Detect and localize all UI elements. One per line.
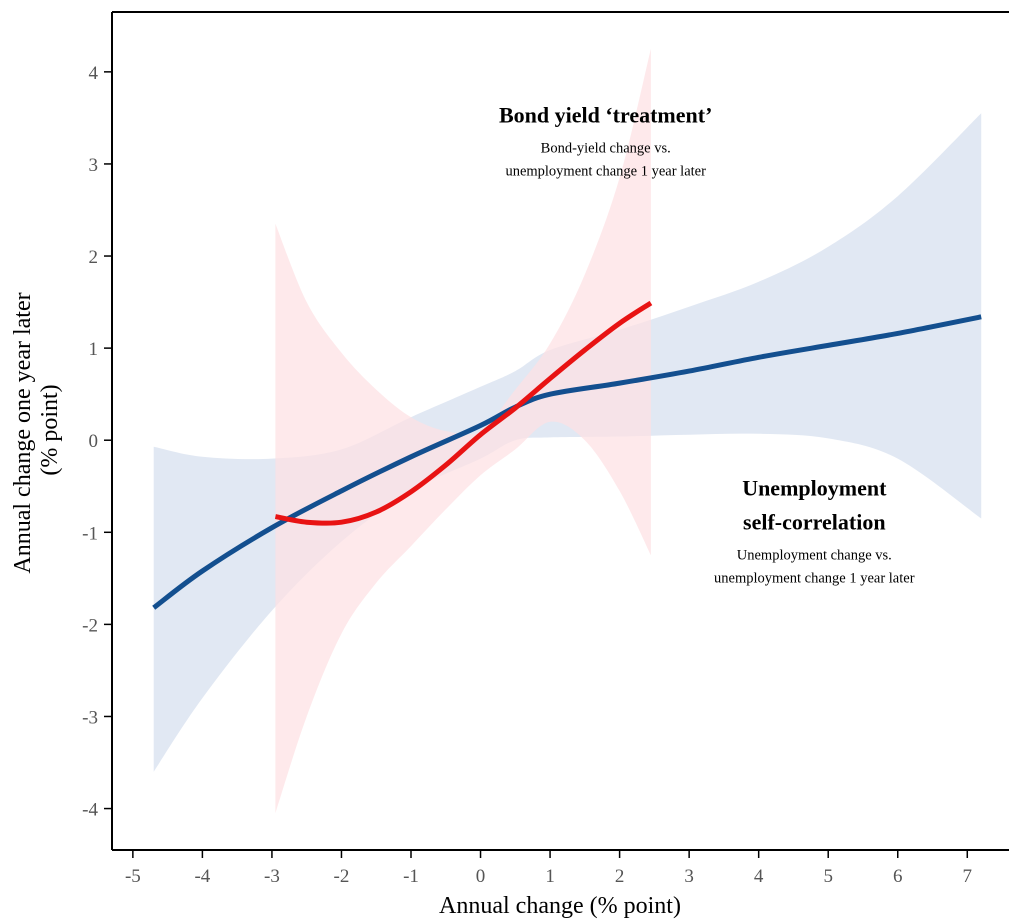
annotation-title: Unemployment: [742, 475, 887, 500]
annotation-subtitle: unemployment change 1 year later: [505, 164, 706, 180]
x-axis-title: Annual change (% point): [439, 893, 681, 919]
y-axis-title: Annual change one year later (% point): [10, 286, 63, 573]
annotation-subtitle: Unemployment change vs.: [737, 547, 892, 563]
x-tick-label: -1: [403, 866, 419, 887]
x-tick-label: 7: [963, 866, 973, 887]
series-line-0: [152, 314, 982, 610]
y-tick-label: 4: [89, 63, 99, 84]
x-tick-label: 0: [476, 866, 486, 887]
axes: [111, 11, 1009, 851]
confidence-band-0: [153, 113, 982, 772]
x-tick-label: -4: [194, 866, 210, 887]
x-tick-label: -5: [125, 866, 141, 887]
confidence-bands: [153, 48, 982, 814]
annotation-subtitle: unemployment change 1 year later: [714, 570, 915, 586]
confidence-band-1: [275, 48, 651, 814]
y-tick-label: 1: [89, 339, 99, 360]
y-tick-label: -3: [82, 707, 98, 728]
series-line-1: [274, 300, 653, 526]
y-tick-label: 0: [89, 431, 99, 452]
annotation-title: self-correlation: [743, 509, 886, 534]
annotation-title: Bond yield ‘treatment’: [499, 103, 712, 128]
y-tick-label: 3: [89, 155, 99, 176]
x-tick-label: 5: [823, 866, 833, 887]
y-tick-label: 2: [89, 247, 99, 268]
annotation-subtitle: Bond-yield change vs.: [541, 141, 671, 157]
x-tick-label: 3: [684, 866, 694, 887]
y-tick-label: -4: [82, 800, 98, 821]
annotations: Bond yield ‘treatment’ Bond-yield change …: [499, 103, 915, 587]
series-lines: [152, 300, 982, 610]
axis-ticks: -5 -4 -3 -2 -1 0 1 2 3 4 5 6 7 -4 -3 -2 -1 0 1 2 3 4: [82, 63, 972, 887]
x-tick-label: 4: [754, 866, 764, 887]
y-axis-title-line-1: Annual change one year later: [10, 292, 36, 573]
y-tick-label: -2: [82, 615, 98, 636]
x-tick-label: 6: [893, 866, 903, 887]
y-axis-title-line-2: (% point): [37, 384, 63, 475]
x-tick-label: 2: [615, 866, 625, 887]
x-tick-label: -3: [264, 866, 280, 887]
x-tick-label: -2: [334, 866, 350, 887]
y-tick-label: -1: [82, 523, 98, 544]
x-tick-label: 1: [545, 866, 555, 887]
